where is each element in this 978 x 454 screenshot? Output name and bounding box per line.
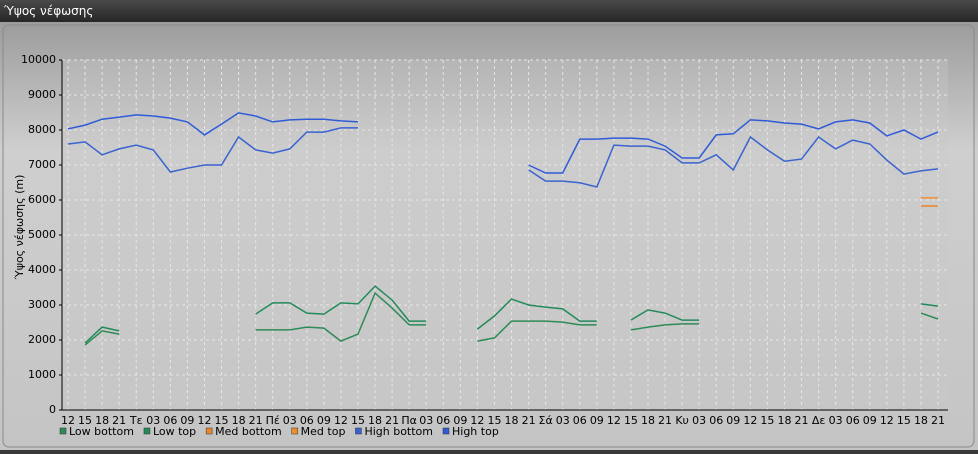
legend-label: High top: [452, 425, 499, 438]
y-tick-label: 5000: [28, 228, 56, 241]
x-tick-label: 09: [453, 414, 467, 427]
x-tick-label: 21: [658, 414, 672, 427]
x-tick-label: 15: [624, 414, 638, 427]
x-tick-label: 09: [590, 414, 604, 427]
x-tick-label: 12: [334, 414, 348, 427]
x-tick-label: 09: [726, 414, 740, 427]
x-tick-label: 06: [300, 414, 314, 427]
x-tick-label: 15: [78, 414, 92, 427]
x-tick-label: 21: [522, 414, 536, 427]
window-title: Ύψος νέφωσης: [0, 0, 978, 22]
x-tick-label: 18: [505, 414, 519, 427]
x-tick-label: 15: [215, 414, 229, 427]
x-tick-label: 06: [573, 414, 587, 427]
x-tick-label: 18: [641, 414, 655, 427]
legend-marker: [205, 427, 213, 435]
x-tick-label: 12: [197, 414, 211, 427]
y-tick-label: 8000: [28, 123, 56, 136]
legend-marker: [143, 427, 151, 435]
x-tick-label: 21: [385, 414, 399, 427]
panel-border: [2, 24, 975, 448]
x-tick-label: Δε: [812, 414, 826, 427]
x-tick-label: Σά: [539, 414, 553, 427]
x-tick-label: 18: [914, 414, 928, 427]
chart-panel: Ύψος νέφωσης (m) 0 1000 2000 3000 4000 5000 60…: [0, 22, 978, 450]
y-tick-label: 10000: [21, 53, 56, 66]
x-tick-label: 09: [317, 414, 331, 427]
x-tick-label: 03: [283, 414, 297, 427]
x-tick-label: 06: [436, 414, 450, 427]
x-tick-label: 03: [692, 414, 706, 427]
legend-label: Low bottom: [69, 425, 134, 438]
x-tick-label: 12: [880, 414, 894, 427]
legend-marker: [291, 427, 298, 435]
x-tick-label: 03: [419, 414, 433, 427]
legend-label: High bottom: [364, 425, 433, 438]
x-tick-label: 03: [829, 414, 843, 427]
x-tick-label: 03: [146, 414, 160, 427]
series-line: [84, 291, 939, 346]
x-tick-label: Κυ: [675, 414, 689, 427]
y-tick-label: 0: [49, 403, 56, 416]
x-tick-label: 06: [846, 414, 860, 427]
legend-marker: [59, 427, 67, 435]
x-tick-label: 15: [897, 414, 911, 427]
legend-label: Med top: [301, 425, 346, 438]
y-tick-label: 3000: [28, 298, 56, 311]
y-tick-label: 9000: [28, 88, 56, 101]
y-tick-label: 2000: [28, 333, 56, 346]
y-tick-label: 4000: [28, 263, 56, 276]
series-line: [84, 285, 939, 344]
x-tick-label: 12: [743, 414, 757, 427]
legend-marker: [355, 427, 362, 435]
x-tick-label: 18: [777, 414, 791, 427]
x-tick-label: 18: [232, 414, 246, 427]
x-tick-label: 12: [470, 414, 484, 427]
series-line: [67, 112, 939, 174]
x-tick-label: 12: [61, 414, 75, 427]
legend-label: Low top: [153, 425, 196, 438]
x-tick-label: 18: [95, 414, 109, 427]
y-tick-label: 1000: [28, 368, 56, 381]
chart: Ύψος νέφωσης (m) 0 1000 2000 3000 4000 5000 60…: [2, 24, 975, 448]
series-line: [67, 127, 939, 188]
x-tick-label: 21: [931, 414, 945, 427]
x-tick-label: 06: [709, 414, 723, 427]
x-tick-label: Πα: [401, 414, 417, 427]
y-axis-label: Ύψος νέφωσης (m): [13, 175, 26, 281]
legend-label: Med bottom: [215, 425, 282, 438]
x-tick-label: Τε: [129, 414, 143, 427]
x-tick-label: 15: [760, 414, 774, 427]
x-tick-label: 15: [487, 414, 501, 427]
x-tick-label: 21: [249, 414, 263, 427]
x-tick-label: 21: [112, 414, 126, 427]
x-tick-label: 12: [607, 414, 621, 427]
y-tick-label: 7000: [28, 158, 56, 171]
x-tick-label: 18: [368, 414, 382, 427]
x-tick-label: 09: [863, 414, 877, 427]
x-tick-label: 09: [180, 414, 194, 427]
x-tick-label: 03: [556, 414, 570, 427]
x-tick-label: 21: [795, 414, 809, 427]
x-tick-label: Πέ: [266, 414, 280, 427]
x-tick-label: 06: [163, 414, 177, 427]
legend-marker: [442, 427, 450, 435]
y-tick-label: 6000: [28, 193, 56, 206]
x-tick-label: 15: [351, 414, 365, 427]
